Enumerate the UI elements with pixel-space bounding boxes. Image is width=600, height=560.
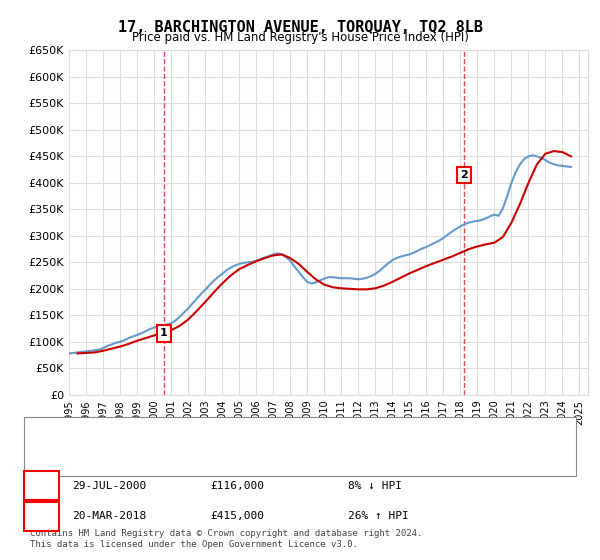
Text: 1: 1 (38, 480, 45, 491)
Text: Price paid vs. HM Land Registry's House Price Index (HPI): Price paid vs. HM Land Registry's House … (131, 31, 469, 44)
Text: 20-MAR-2018: 20-MAR-2018 (72, 511, 146, 521)
Text: HPI: Average price, detached house, Torbay: HPI: Average price, detached house, Torb… (105, 451, 367, 461)
Text: £415,000: £415,000 (210, 511, 264, 521)
Text: 17, BARCHINGTON AVENUE, TORQUAY, TQ2 8LB (detached house): 17, BARCHINGTON AVENUE, TORQUAY, TQ2 8LB… (105, 432, 461, 442)
Text: 29-JUL-2000: 29-JUL-2000 (72, 480, 146, 491)
Text: ———: ——— (54, 430, 91, 444)
Text: £116,000: £116,000 (210, 480, 264, 491)
Text: 26% ↑ HPI: 26% ↑ HPI (348, 511, 409, 521)
Text: 2: 2 (460, 170, 468, 180)
Text: 8% ↓ HPI: 8% ↓ HPI (348, 480, 402, 491)
Text: 17, BARCHINGTON AVENUE, TORQUAY, TQ2 8LB: 17, BARCHINGTON AVENUE, TORQUAY, TQ2 8LB (118, 20, 482, 35)
Text: Contains HM Land Registry data © Crown copyright and database right 2024.
This d: Contains HM Land Registry data © Crown c… (30, 529, 422, 549)
Text: 1: 1 (160, 328, 168, 338)
Text: ———: ——— (54, 450, 91, 463)
Text: 2: 2 (38, 511, 45, 521)
